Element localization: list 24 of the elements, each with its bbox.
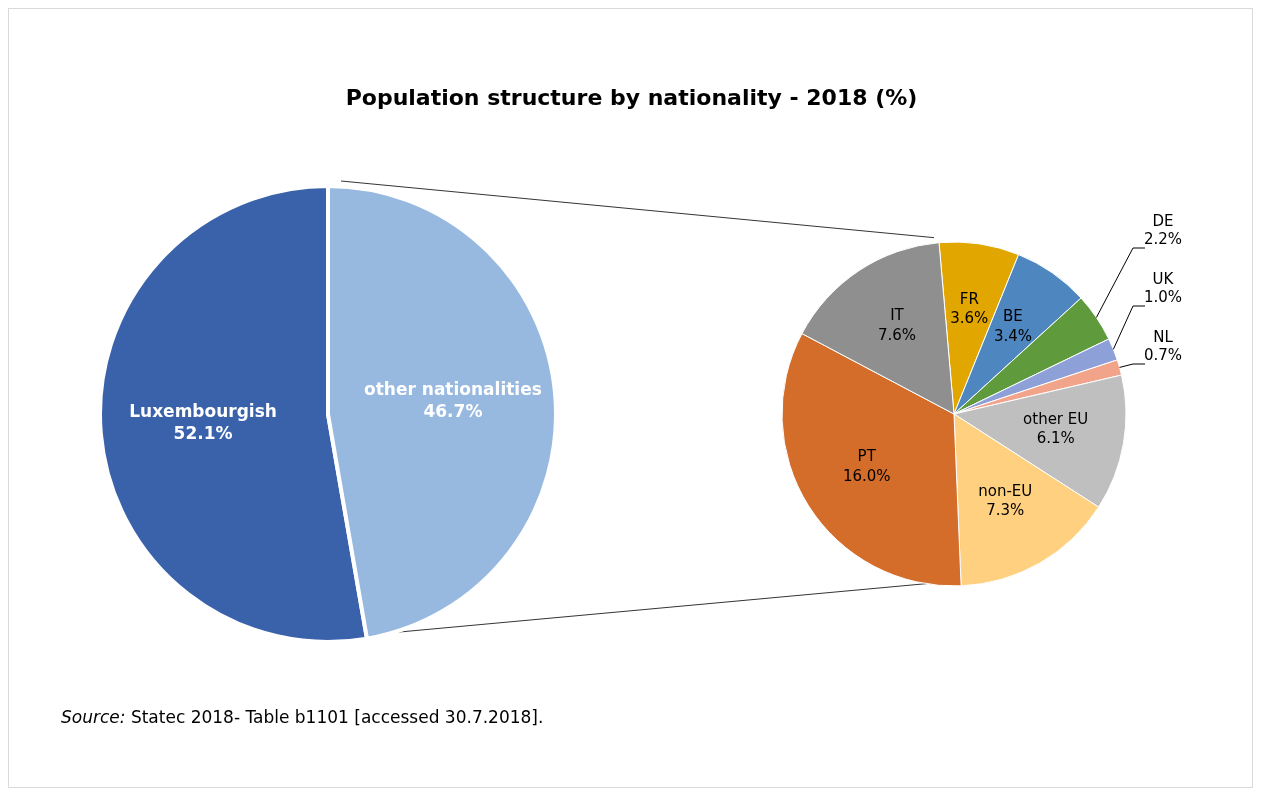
data-label: 2.2% [1143, 230, 1183, 248]
data-label: 16.0% [842, 466, 891, 485]
data-label: 6.1% [1036, 429, 1075, 448]
slice-label: NL [1153, 328, 1174, 346]
data-label: 52.1% [173, 422, 233, 443]
slice-label: FR [959, 289, 979, 308]
slice-label: PT [857, 447, 877, 466]
data-label: 0.7% [1143, 346, 1183, 364]
data-label: 1.0% [1143, 288, 1183, 306]
data-label: 7.3% [986, 501, 1025, 520]
slice-label: IT [890, 306, 905, 324]
data-label: 46.7% [423, 401, 483, 422]
slice-label: UK [1152, 270, 1175, 288]
slice-label: BE [1003, 307, 1023, 326]
slice-label: other nationalities [364, 379, 542, 400]
data-label: 3.6% [950, 309, 989, 328]
slice-label: non-EU [978, 481, 1033, 500]
slice-label: DE [1152, 212, 1174, 230]
text: Population structure by nationality - 2018 (%) [344, 85, 919, 110]
slice-label: Luxembourgish [129, 400, 277, 421]
source-note: Source: Statec 2018- Table b1101 [accessed 30.7.2018]. [61, 707, 544, 727]
data-label: 7.6% [877, 325, 917, 344]
data-label: 3.4% [993, 326, 1032, 345]
slice-label: other EU [1023, 409, 1089, 428]
